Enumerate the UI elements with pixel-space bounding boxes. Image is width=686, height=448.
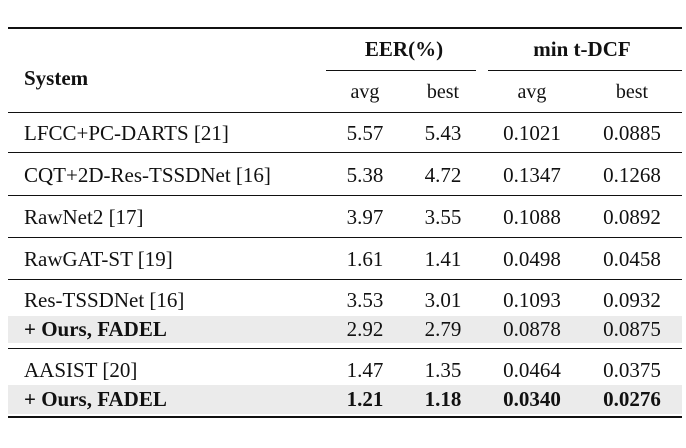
row-eer-avg: 1.21 bbox=[346, 387, 384, 411]
row-eer-best: 1.35 bbox=[424, 358, 462, 382]
row-tdcf-avg: 0.1021 bbox=[503, 121, 561, 145]
row-tdcf-best: 0.0875 bbox=[603, 317, 661, 341]
highlight-row-shade bbox=[8, 385, 682, 414]
row-eer-avg: 3.97 bbox=[346, 205, 384, 229]
row-eer-best: 1.18 bbox=[424, 387, 462, 411]
row-tdcf-best: 0.0276 bbox=[603, 387, 661, 411]
row-tdcf-avg: 0.0464 bbox=[503, 358, 561, 382]
header-tdcf-underline bbox=[488, 70, 682, 71]
header-eer-underline bbox=[326, 70, 476, 71]
header-eer: EER(%) bbox=[364, 37, 444, 61]
row-system: + Ours, FADEL bbox=[24, 317, 167, 341]
row-eer-avg: 2.92 bbox=[346, 317, 384, 341]
table-bottom-rule bbox=[8, 416, 682, 418]
header-tdcf: min t-DCF bbox=[533, 37, 631, 61]
header-rule bbox=[8, 112, 682, 113]
header-tdcf-avg: avg bbox=[517, 81, 547, 103]
header-eer-avg: avg bbox=[350, 81, 380, 103]
row-tdcf-avg: 0.1088 bbox=[503, 205, 561, 229]
row-tdcf-best: 0.1268 bbox=[603, 163, 661, 187]
row-system: + Ours, FADEL bbox=[24, 387, 167, 411]
row-tdcf-avg: 0.0498 bbox=[503, 247, 561, 271]
row-tdcf-best: 0.0375 bbox=[603, 358, 661, 382]
row-rule bbox=[8, 195, 682, 196]
row-tdcf-avg: 0.0340 bbox=[503, 387, 561, 411]
row-rule bbox=[8, 279, 682, 280]
row-eer-best: 3.01 bbox=[424, 288, 462, 312]
row-eer-avg: 3.53 bbox=[346, 288, 384, 312]
header-tdcf-best: best bbox=[615, 81, 649, 103]
row-tdcf-avg: 0.0878 bbox=[503, 317, 561, 341]
row-rule bbox=[8, 237, 682, 238]
row-rule bbox=[8, 152, 682, 153]
row-system: RawGAT-ST [19] bbox=[24, 247, 173, 271]
results-table: System EER(%) min t-DCF avg best avg bes… bbox=[8, 0, 682, 448]
row-tdcf-best: 0.0458 bbox=[603, 247, 661, 271]
row-eer-best: 2.79 bbox=[424, 317, 462, 341]
row-system: CQT+2D-Res-TSSDNet [16] bbox=[24, 163, 271, 187]
row-eer-avg: 1.61 bbox=[346, 247, 384, 271]
row-eer-best: 4.72 bbox=[424, 163, 462, 187]
table-top-rule bbox=[8, 27, 682, 29]
row-system: AASIST [20] bbox=[24, 358, 138, 382]
row-system: LFCC+PC-DARTS [21] bbox=[24, 121, 229, 145]
row-system: Res-TSSDNet [16] bbox=[24, 288, 185, 312]
row-eer-best: 1.41 bbox=[424, 247, 462, 271]
header-eer-best: best bbox=[426, 81, 460, 103]
header-system: System bbox=[24, 66, 89, 90]
row-tdcf-avg: 0.1347 bbox=[503, 163, 561, 187]
row-eer-avg: 5.57 bbox=[346, 121, 384, 145]
row-tdcf-best: 0.0892 bbox=[603, 205, 661, 229]
row-eer-best: 3.55 bbox=[424, 205, 462, 229]
row-rule bbox=[8, 348, 682, 349]
row-tdcf-avg: 0.1093 bbox=[503, 288, 561, 312]
row-tdcf-best: 0.0885 bbox=[603, 121, 661, 145]
row-eer-avg: 1.47 bbox=[346, 358, 384, 382]
row-eer-best: 5.43 bbox=[424, 121, 462, 145]
row-eer-avg: 5.38 bbox=[346, 163, 384, 187]
row-tdcf-best: 0.0932 bbox=[603, 288, 661, 312]
highlight-row-shade bbox=[8, 316, 682, 343]
row-system: RawNet2 [17] bbox=[24, 205, 144, 229]
